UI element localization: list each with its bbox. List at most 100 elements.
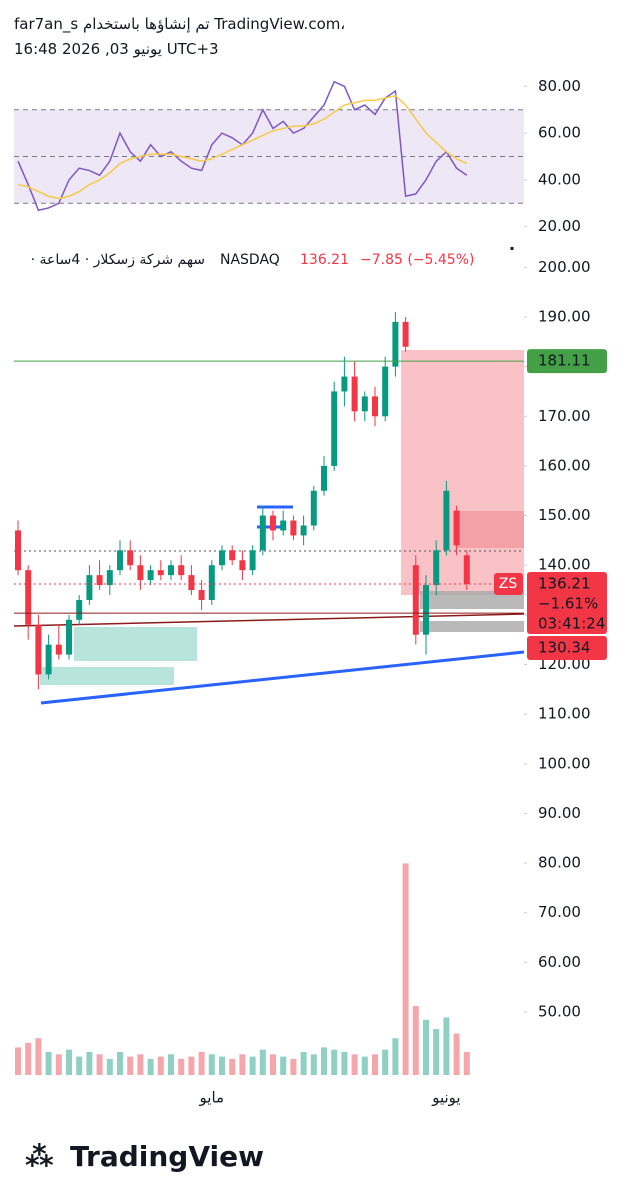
credit: far7an_s تم إنشاؤها باستخدام TradingView…: [14, 15, 346, 33]
loss-subzone: [455, 511, 524, 548]
stop-box: [527, 636, 607, 661]
volume-bar: [96, 1054, 103, 1075]
volume-bar: [331, 1049, 338, 1075]
trend-line: [13, 613, 525, 627]
candle-body: [25, 570, 32, 625]
y-tick-label: 90.00: [538, 804, 581, 822]
candle-body: [341, 376, 348, 392]
candle-body: [117, 550, 123, 571]
y-tick-label: 150.00: [538, 506, 591, 524]
candle-body: [392, 321, 399, 367]
volume-bar: [443, 1017, 450, 1075]
volume-bar: [300, 1052, 307, 1075]
volume-bar: [178, 1058, 185, 1075]
candle-body: [463, 555, 470, 585]
candle-body: [443, 490, 450, 551]
volume-bar: [147, 1058, 154, 1075]
candle-body: [198, 590, 205, 600]
y-tick-label: 170.00: [538, 407, 591, 425]
candle-body: [86, 575, 93, 600]
gray-zone: [420, 591, 524, 609]
y-tick-label: 60.00: [538, 953, 581, 971]
exchange: NASDAQ: [220, 252, 280, 268]
volume-bar: [208, 1054, 215, 1075]
volume-bar: [45, 1052, 52, 1075]
y-tick-label: 200.00: [538, 258, 591, 276]
volume-bar: [55, 1054, 62, 1075]
price-label: 136.21: [538, 575, 591, 593]
volume-bar: [188, 1056, 195, 1075]
candle-body: [229, 550, 236, 561]
candle-body: [168, 565, 174, 576]
rsi-line: [17, 94, 468, 200]
symbol-badge: ZS: [499, 576, 518, 592]
countdown: 03:41:24: [538, 615, 605, 633]
logo-mark: ⁂: [25, 1140, 54, 1173]
volume-bar: [341, 1052, 348, 1075]
volume-bar: [198, 1052, 205, 1075]
y-tick-label: 80.00: [538, 77, 581, 95]
y-tick-label: 70.00: [538, 903, 581, 921]
header: far7an_s تم إنشاؤها باستخدام TradingView…: [14, 12, 345, 62]
volume-bar: [127, 1056, 134, 1075]
volume-bar: [361, 1056, 368, 1075]
last-price: 136.21: [300, 252, 349, 268]
candle-body: [188, 575, 195, 591]
y-tick-label: 190.00: [538, 307, 591, 325]
volume-bar: [168, 1054, 174, 1075]
candle-body: [239, 560, 246, 571]
candle-body: [106, 570, 113, 586]
change: −7.85 (−5.45%): [360, 252, 474, 268]
volume-bar: [259, 1049, 266, 1075]
volume-bar: [290, 1058, 297, 1075]
gray-zone: [420, 621, 524, 632]
series-name: · سهم شركة زسكلار · 4ساعة: [31, 252, 205, 268]
demand-zone: [40, 667, 174, 685]
volume-bar: [270, 1054, 276, 1075]
candle-body: [433, 550, 440, 586]
level-box: [527, 349, 607, 374]
volume-bar: [106, 1058, 113, 1075]
y-tick-label: 110.00: [538, 705, 591, 723]
candle-body: [15, 530, 21, 571]
demand-zone: [74, 627, 197, 661]
y-tick-label: 140.00: [538, 556, 591, 574]
price-box: [527, 572, 607, 635]
logo: TradingView: [70, 1140, 264, 1173]
volume-bar: [219, 1056, 225, 1075]
layer: 80.0060.0040.0020.00200.00190.00180.0017…: [14, 77, 607, 1107]
volume-bar: [239, 1054, 246, 1075]
volume-bar: [117, 1052, 123, 1075]
candle-body: [55, 644, 62, 655]
candle-body: [310, 490, 317, 526]
volume-bar: [15, 1047, 21, 1075]
volume-bar: [351, 1054, 358, 1075]
candle-body: [208, 565, 215, 600]
candle-body: [137, 565, 144, 581]
volume-bar: [249, 1056, 256, 1075]
volume-bar: [321, 1047, 327, 1075]
x-tick-label: يونيو: [431, 1089, 460, 1107]
volume-bar: [280, 1056, 287, 1075]
volume-bar: [412, 1006, 419, 1075]
volume-bar: [25, 1042, 32, 1075]
candle-body: [270, 515, 276, 531]
stop-label: 130.34: [538, 639, 591, 657]
y-tick-label: 60.00: [538, 124, 581, 142]
candle-body: [96, 575, 103, 586]
y-tick-label: 100.00: [538, 754, 591, 772]
volume-bar: [310, 1054, 317, 1075]
volume-bar: [35, 1038, 42, 1075]
support-line: [40, 650, 525, 705]
candle-body: [300, 525, 307, 536]
volume-bar: [137, 1054, 144, 1075]
candle-body: [402, 321, 409, 347]
candle-body: [280, 520, 287, 531]
volume-bar: [382, 1049, 389, 1075]
y-tick-label: 160.00: [538, 456, 591, 474]
candle-body: [321, 465, 327, 491]
timestamp: 16:48 2026 ,03 يونيو UTC+3: [14, 40, 219, 58]
volume-bar: [66, 1049, 72, 1075]
